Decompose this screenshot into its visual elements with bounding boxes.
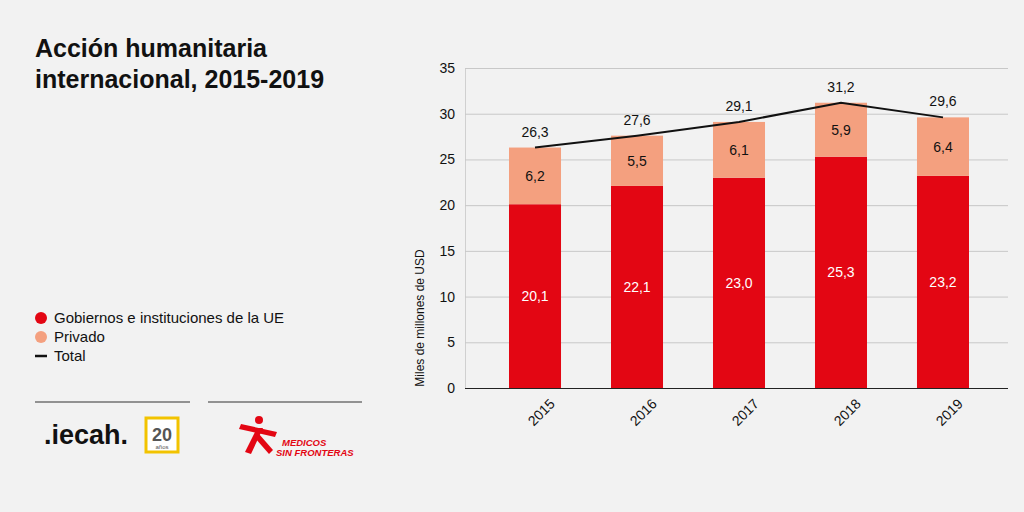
grid-line (465, 388, 1008, 389)
data-label: 6,2 (525, 168, 545, 184)
background (0, 0, 1024, 512)
grid-line (465, 68, 1008, 69)
y-tick-label: 30 (439, 106, 455, 122)
data-label: 20,1 (521, 288, 548, 304)
data-label: 5,5 (627, 153, 647, 169)
y-axis-title: Miles de millones de USD (413, 249, 427, 387)
legend-label: Total (54, 347, 86, 364)
y-tick-label: 10 (439, 289, 455, 305)
y-axis: 0 5 10 15 20 25 30 35 (439, 60, 1008, 396)
data-label: 23,2 (929, 274, 956, 290)
y-tick-label: 35 (439, 60, 455, 76)
logo-shape (255, 434, 273, 454)
bar (611, 136, 663, 186)
y-tick-label: 15 (439, 243, 455, 259)
x-tick: 2015 (524, 395, 557, 428)
y-tick-label: 5 (447, 334, 455, 350)
data-label: 29,6 (929, 93, 956, 109)
logo-figure (239, 416, 277, 454)
y-tick-label: 0 (447, 380, 455, 396)
y-axis-line (466, 69, 1009, 389)
legend-swatch (35, 312, 47, 324)
legend-swatch (35, 355, 47, 358)
plot-marks (509, 103, 969, 388)
data-label: 25,3 (827, 264, 854, 280)
legend-label: Privado (54, 328, 105, 345)
data-label: 6,4 (933, 139, 953, 155)
logo-text: .iecah. (44, 420, 128, 450)
x-tick: 2018 (830, 395, 863, 428)
data-label: 5,9 (831, 122, 851, 138)
x-tick-label: 2015 (524, 395, 557, 428)
bar (917, 117, 969, 176)
data-label: 27,6 (623, 112, 650, 128)
logo-text: SIN FRONTERAS (276, 447, 354, 458)
data-label: 29,1 (725, 98, 752, 114)
logo-text: años (155, 444, 168, 450)
x-axis: 2015 2016 2017 2018 2019 (484, 389, 995, 429)
bar (815, 157, 867, 388)
separator (35, 402, 190, 403)
logo-text: 20 (152, 425, 172, 445)
x-tick-label: 2016 (626, 395, 659, 428)
y-tick-label: 20 (439, 197, 455, 213)
x-tick: 2016 (626, 395, 659, 428)
legend: Gobiernos e instituciones de la UE Privad… (35, 309, 284, 364)
bar (509, 204, 561, 388)
x-tick-label: 2019 (932, 395, 965, 428)
separator (208, 402, 362, 403)
data-label: 23,0 (725, 275, 752, 291)
x-tick: 2019 (932, 395, 965, 428)
logos: .iecah.20añosMEDICOSSIN FRONTERAS (35, 402, 362, 458)
title: Acción humanitariainternacional, 2015-20… (35, 34, 324, 93)
bar (917, 176, 969, 388)
legend-label: Gobiernos e instituciones de la UE (54, 309, 284, 326)
data-label: 22,1 (623, 279, 650, 295)
x-axis-line (484, 388, 995, 389)
x-tick-label: 2017 (728, 395, 761, 428)
legend-item: Privado (35, 328, 105, 345)
bar (713, 178, 765, 388)
chart-root: Acción humanitariainternacional, 2015-20… (0, 0, 1024, 512)
data-label: 6,1 (729, 142, 749, 158)
bar (611, 186, 663, 388)
legend-swatch (35, 331, 47, 343)
legend-item: Total (35, 347, 86, 364)
bar (713, 122, 765, 178)
x-tick-label: 2018 (830, 395, 863, 428)
y-tick: 35 (439, 60, 1008, 76)
bar (509, 148, 561, 205)
bar (815, 103, 867, 157)
data-labels: 20,1 22,1 23,0 25,3 23,2 6,2 5,5 6,1 5,9 6,4 26,3 2… (521, 79, 956, 304)
logo-shape (255, 416, 263, 424)
legend-item: Gobiernos e instituciones de la UE (35, 309, 284, 326)
data-label: 31,2 (827, 79, 854, 95)
logo-box (146, 418, 178, 452)
x-tick: 2017 (728, 395, 761, 428)
y-tick-label: 25 (439, 151, 455, 167)
data-label: 26,3 (521, 124, 548, 140)
